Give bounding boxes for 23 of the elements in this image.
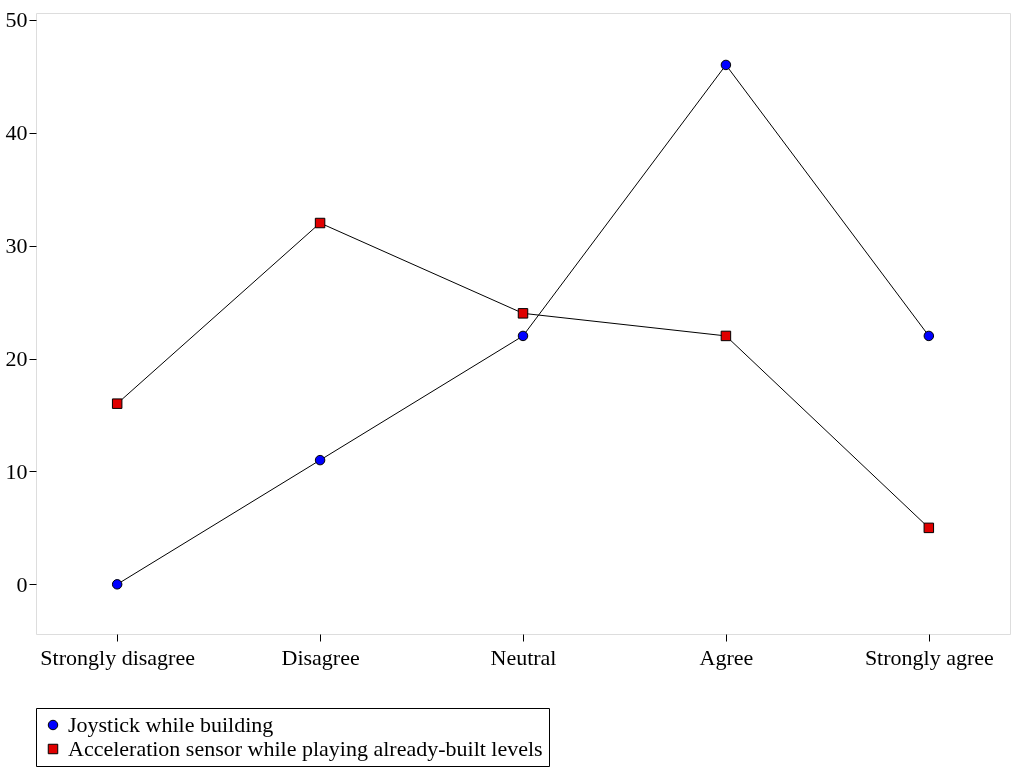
point	[517, 330, 529, 342]
y-tick-label: 50	[5, 7, 28, 33]
point	[517, 308, 529, 319]
point	[314, 217, 326, 229]
x-tick-label: Neutral	[490, 644, 557, 670]
legend-label: Joystick while building	[68, 712, 274, 737]
point	[314, 454, 326, 466]
y-tick-label: 20	[5, 346, 28, 371]
x-tick-label: Strongly agree	[864, 644, 994, 670]
point	[720, 59, 732, 71]
legend-label: Acceleration sensor while playing already-built levels	[68, 736, 543, 761]
point	[923, 522, 935, 534]
x-tick-label: Strongly disagree	[40, 644, 195, 670]
y-tick-label: 30	[5, 233, 28, 259]
point	[720, 330, 732, 342]
point	[111, 579, 123, 590]
point	[111, 398, 123, 409]
x-tick-label: Disagree	[281, 644, 360, 670]
x-tick-label: Agree	[699, 644, 754, 670]
point	[923, 330, 935, 342]
y-tick-label: 10	[5, 458, 28, 484]
y-tick-label: 40	[5, 120, 28, 146]
y-tick-label: 0	[16, 571, 28, 597]
